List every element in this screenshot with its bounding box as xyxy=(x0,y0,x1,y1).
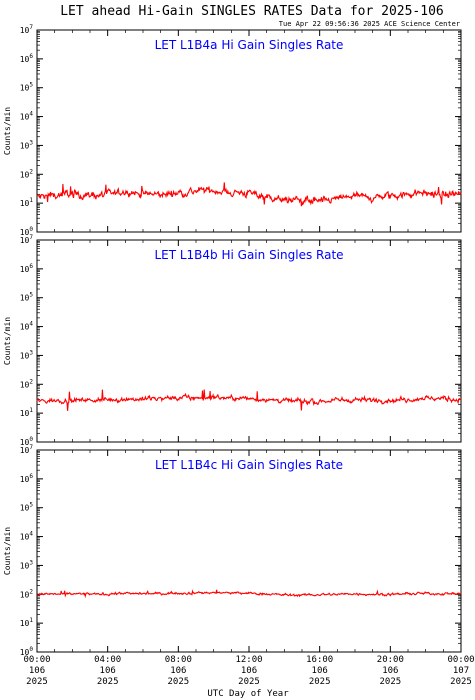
y-tick-label: 101 xyxy=(20,197,34,208)
y-tick-label: 102 xyxy=(20,588,34,599)
panel-title: LET L1B4a Hi Gain Singles Rate xyxy=(155,38,344,52)
x-tick-day: 106 xyxy=(312,666,328,676)
y-tick-label: 107 xyxy=(20,444,34,455)
y-tick-label: 105 xyxy=(20,292,34,303)
y-tick-label: 106 xyxy=(20,53,34,64)
y-tick-label: 102 xyxy=(20,168,34,179)
x-tick-year: 2025 xyxy=(167,677,189,687)
series-line xyxy=(36,389,462,411)
panel-2: 100 101 102 103 104 105 106 107 Counts/min LET L1… xyxy=(3,234,462,447)
y-axis-label: Counts/min xyxy=(3,527,12,575)
x-axis-ticks: 00:00106202504:00106202508:00106202512:0… xyxy=(23,655,474,687)
x-tick-label: 20:00 xyxy=(377,655,404,665)
y-tick-label: 101 xyxy=(20,617,34,628)
y-tick-label: 101 xyxy=(20,407,34,418)
y-tick-label: 100 xyxy=(20,226,34,237)
y-tick-label: 106 xyxy=(20,473,34,484)
panels: 100 101 102 103 104 105 106 107 Counts/min LET L1… xyxy=(3,24,462,657)
y-tick-label: 104 xyxy=(20,531,34,542)
panel-1: 100 101 102 103 104 105 106 107 Counts/min LET L1… xyxy=(3,24,462,237)
x-axis-label: UTC Day of Year xyxy=(207,689,289,699)
y-axis-label: Counts/min xyxy=(3,317,12,365)
x-tick-day: 106 xyxy=(170,666,186,676)
y-tick-label: 105 xyxy=(20,502,34,513)
y-tick-label: 102 xyxy=(20,378,34,389)
y-tick-label: 104 xyxy=(20,321,34,332)
y-tick-label: 100 xyxy=(20,646,34,657)
x-tick-label: 16:00 xyxy=(306,655,333,665)
y-tick-label: 104 xyxy=(20,111,34,122)
x-tick-label: 08:00 xyxy=(165,655,192,665)
y-tick-label: 100 xyxy=(20,436,34,447)
plot-frame xyxy=(36,239,462,443)
panel-title: LET L1B4c Hi Gain Singles Rate xyxy=(155,458,343,472)
y-axis-label: Counts/min xyxy=(3,107,12,155)
x-tick-year: 2025 xyxy=(379,677,401,687)
panel-title: LET L1B4b Hi Gain Singles Rate xyxy=(154,248,343,262)
series-line xyxy=(36,182,462,207)
x-tick-label: 12:00 xyxy=(235,655,262,665)
y-tick-label: 103 xyxy=(20,139,34,150)
x-tick-day: 106 xyxy=(241,666,257,676)
panel-3: 100 101 102 103 104 105 106 107 Counts/min LET L1… xyxy=(3,444,462,657)
y-tick-label: 103 xyxy=(20,349,34,360)
y-tick-label: 107 xyxy=(20,24,34,35)
x-tick-day: 106 xyxy=(29,666,45,676)
y-tick-label: 103 xyxy=(20,559,34,570)
x-tick-year: 2025 xyxy=(26,677,48,687)
x-tick-year: 2025 xyxy=(97,677,119,687)
x-tick-day: 107 xyxy=(453,666,469,676)
x-tick-year: 2025 xyxy=(309,677,331,687)
x-tick-day: 106 xyxy=(100,666,116,676)
x-tick-label: 00:00 xyxy=(447,655,474,665)
series-line xyxy=(36,589,462,599)
x-tick-label: 00:00 xyxy=(23,655,50,665)
x-tick-year: 2025 xyxy=(238,677,260,687)
y-tick-label: 106 xyxy=(20,263,34,274)
x-tick-label: 04:00 xyxy=(94,655,121,665)
y-tick-label: 107 xyxy=(20,234,34,245)
x-tick-year: 2025 xyxy=(450,677,472,687)
plot-frame xyxy=(36,29,462,233)
plot-frame xyxy=(36,449,462,653)
chart-title: LET ahead Hi-Gain SINGLES RATES Data for… xyxy=(60,4,444,19)
y-tick-label: 105 xyxy=(20,82,34,93)
x-tick-day: 106 xyxy=(382,666,398,676)
timestamp: Tue Apr 22 09:56:36 2025 ACE Science Cen… xyxy=(279,20,460,28)
